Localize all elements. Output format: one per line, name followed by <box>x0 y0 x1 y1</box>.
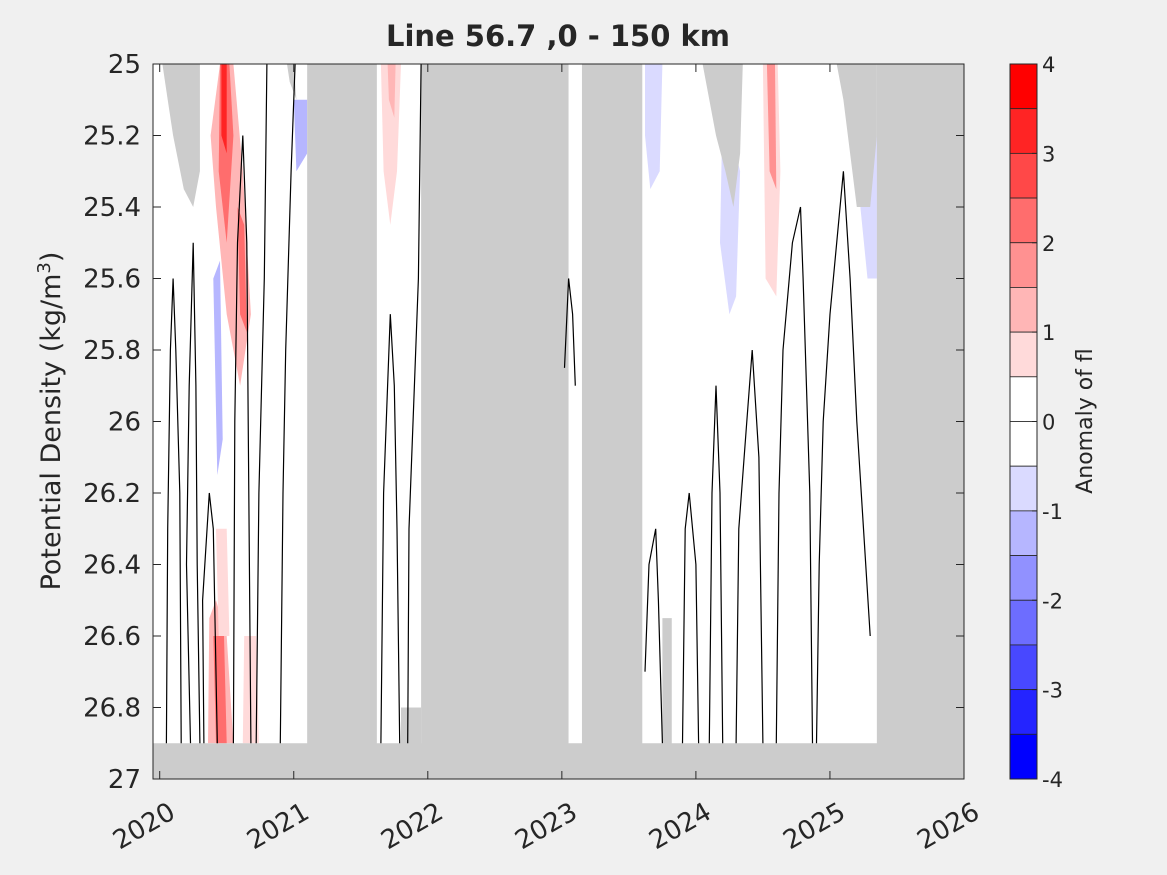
y-tick-label: 26.6 <box>83 622 141 652</box>
colorbar-tick-label: 3 <box>1042 142 1055 166</box>
y-tick-label: 26.8 <box>83 694 141 724</box>
colorbar-swatch-4 <box>1009 242 1038 288</box>
colorbar-swatch-14 <box>1009 689 1038 735</box>
no-data-polygon-1 <box>702 64 743 207</box>
chart-title: Line 56.7 ,0 - 150 km <box>386 19 730 53</box>
colorbar-swatch-13 <box>1009 644 1038 691</box>
anomaly-patch-3 <box>237 207 247 333</box>
data-layer <box>153 64 964 779</box>
colorbar-swatch-0 <box>1009 63 1038 110</box>
colorbar: 4 3 2 1 0 -1 -2 -3 -4 <box>1009 53 1063 792</box>
colorbar-swatch-2 <box>1009 152 1038 199</box>
no-data-region-6 <box>400 707 422 779</box>
no-data-polygon-0 <box>162 64 200 207</box>
contour-line-2 <box>201 492 218 744</box>
contour-line-9 <box>644 528 663 744</box>
y-axis-label: Potential Density (kg/m3) <box>34 252 68 591</box>
no-data-region-2 <box>421 64 569 779</box>
colorbar-tick-label: -4 <box>1042 768 1063 792</box>
y-tick-label: 27 <box>108 765 141 795</box>
no-data-region-5 <box>662 618 672 779</box>
y-axis-label-main: Potential Density (kg/m <box>36 274 67 591</box>
y-tick-label: 26 <box>108 408 141 438</box>
y-tick-label: 26.2 <box>83 479 141 509</box>
contour-line-11 <box>708 385 724 744</box>
colorbar-swatch-12 <box>1009 599 1038 646</box>
anomaly-patch-10 <box>380 64 401 225</box>
colorbar-label: Anomaly of fl <box>1073 348 1098 494</box>
colorbar-swatch-10 <box>1009 510 1038 556</box>
colorbar-tick-label: 1 <box>1042 321 1055 345</box>
colorbar-swatch-1 <box>1009 108 1038 154</box>
contour-line-12 <box>735 349 764 744</box>
no-data-region-1 <box>307 64 377 779</box>
anomaly-patch-9 <box>293 99 308 172</box>
y-tick-label: 25.6 <box>83 265 141 295</box>
colorbar-tick-label: 4 <box>1042 53 1055 77</box>
colorbar-tick-label: 0 <box>1042 411 1055 435</box>
colorbar-swatch-8 <box>1009 421 1038 467</box>
contour-line-3 <box>232 135 252 744</box>
contour-line-1 <box>185 242 201 744</box>
contour-line-14 <box>815 171 871 744</box>
contour-line-6 <box>380 314 401 744</box>
colorbar-tick-label: 2 <box>1042 232 1055 256</box>
anomaly-patch-6 <box>216 528 230 636</box>
contour-line-10 <box>681 492 700 744</box>
colorbar-swatch-6 <box>1009 331 1038 378</box>
colorbar-tick-label: -1 <box>1042 500 1063 524</box>
colorbar-tick-label: -3 <box>1042 679 1063 703</box>
colorbar-swatch-11 <box>1009 555 1038 601</box>
contour-line-8 <box>563 278 576 386</box>
contour-line-13 <box>775 206 814 744</box>
anomaly-patch-11 <box>387 64 396 118</box>
anomaly-patch-15 <box>766 64 777 190</box>
colorbar-swatch-5 <box>1009 287 1038 333</box>
contour-line-0 <box>165 278 182 744</box>
plot-area <box>152 63 965 780</box>
no-data-region-4 <box>876 64 964 779</box>
y-tick-label: 25.8 <box>83 336 141 366</box>
y-tick-label: 25 <box>108 50 141 80</box>
y-tick-labels: 25 25.2 25.4 25.6 25.8 26 26.2 26.4 26.6 26.8 27 <box>83 50 141 795</box>
no-data-region-3 <box>581 64 643 779</box>
anomaly-patch-14 <box>762 64 781 297</box>
y-tick-label: 25.2 <box>83 122 141 152</box>
contour-line-5 <box>279 64 296 744</box>
colorbar-swatch-7 <box>1009 376 1038 422</box>
y-axis-label-suffix: ) <box>36 252 67 263</box>
plot-frame <box>152 63 965 780</box>
colorbar-swatch-15 <box>1009 733 1038 780</box>
contour-line-7 <box>407 64 422 744</box>
y-tick-label: 25.4 <box>83 193 141 223</box>
no-data-polygon-2 <box>836 64 877 207</box>
anomaly-patch-12 <box>645 64 663 190</box>
colorbar-swatch-9 <box>1009 465 1038 512</box>
anomaly-patch-4 <box>213 260 223 476</box>
anomaly-patch-2 <box>221 64 227 154</box>
y-axis-label-superscript: 3 <box>34 262 55 273</box>
contour-line-4 <box>255 64 268 744</box>
colorbar-tick-label: -2 <box>1042 589 1063 613</box>
y-tick-label: 26.4 <box>83 551 141 581</box>
colorbar-swatch-3 <box>1009 197 1038 244</box>
